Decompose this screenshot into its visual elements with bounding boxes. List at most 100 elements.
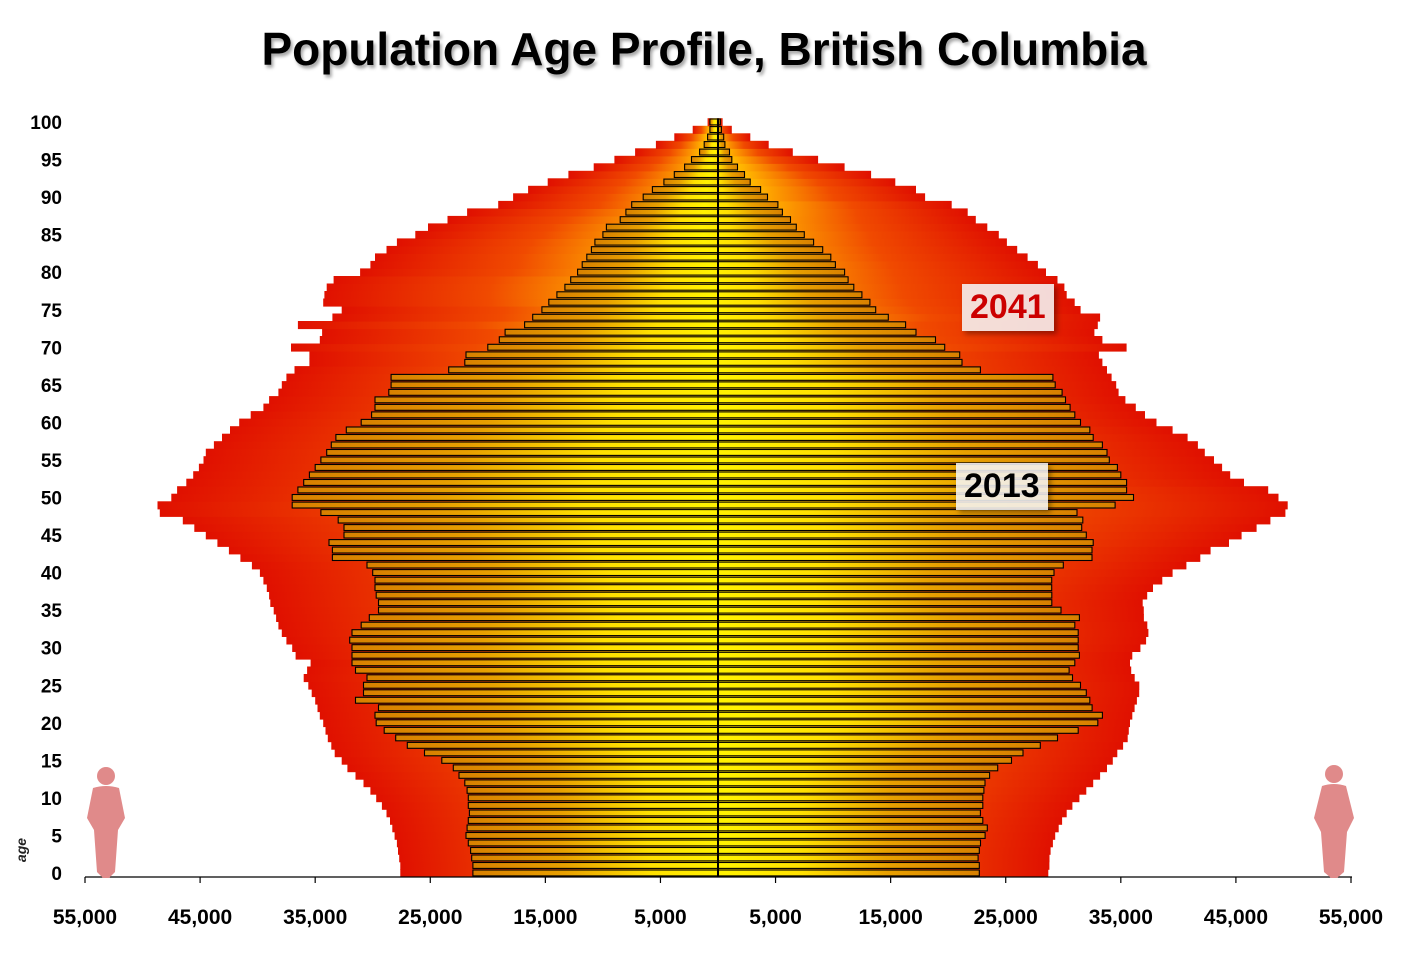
bar-2013-age-82 <box>586 253 832 261</box>
bar-2013-age-20 <box>375 719 1099 727</box>
y-tick-label: 90 <box>41 188 62 209</box>
x-tick-label: 45,000 <box>1204 906 1268 929</box>
bar-2013-age-44 <box>328 539 1094 547</box>
bar-2013-age-60 <box>360 418 1082 426</box>
female-person-icon <box>1314 765 1354 878</box>
bar-2013-age-93 <box>673 171 746 179</box>
bar-2013-age-22 <box>377 704 1093 712</box>
bar-2013-age-7 <box>467 816 984 824</box>
bar-2013-age-38 <box>374 584 1053 592</box>
bar-2013-age-86 <box>605 223 797 231</box>
x-tick-label: 45,000 <box>168 906 232 929</box>
bar-2013-age-94 <box>684 163 739 171</box>
bar-2013-age-9 <box>467 801 984 809</box>
bar-2013-age-80 <box>577 268 846 276</box>
bar-2013-age-56 <box>326 448 1108 456</box>
x-tick-label: 5,000 <box>634 906 687 929</box>
y-tick-label: 35 <box>41 601 63 622</box>
y-tick-label: 10 <box>41 789 62 810</box>
bar-2013-age-23 <box>354 696 1091 704</box>
y-axis-label: age <box>13 838 29 862</box>
y-tick-label: 95 <box>41 151 63 172</box>
bar-2013-age-34 <box>368 614 1080 622</box>
bar-2013-age-99 <box>709 126 722 134</box>
y-tick-label: 75 <box>41 301 63 322</box>
bar-2013-age-98 <box>707 133 725 141</box>
bar-2013-age-72 <box>504 328 917 336</box>
y-tick-label: 50 <box>41 489 62 510</box>
bar-2013-age-55 <box>320 456 1110 464</box>
bar-2013-age-0 <box>472 869 980 877</box>
bar-2013-age-13 <box>458 771 991 779</box>
y-tick-label: 45 <box>41 526 63 547</box>
bar-2013-age-78 <box>564 283 855 291</box>
bar-2013-age-90 <box>642 193 769 201</box>
bar-2013-age-30 <box>351 644 1079 652</box>
bar-2013-age-57 <box>330 441 1103 449</box>
bar-2013-age-67 <box>448 366 981 374</box>
bar-2013-age-95 <box>690 156 733 164</box>
x-tick-label: 25,000 <box>398 906 462 929</box>
y-tick-label: 70 <box>41 338 62 359</box>
bar-2013-age-8 <box>468 809 981 817</box>
bar-2013-age-27 <box>354 666 1070 674</box>
bar-2013-age-21 <box>374 711 1103 719</box>
bar-2013-age-63 <box>374 396 1067 404</box>
bar-2013-age-64 <box>388 388 1063 396</box>
bar-2013-age-46 <box>343 524 1083 532</box>
y-tick-label: 5 <box>51 827 62 848</box>
bar-2013-age-62 <box>374 403 1071 411</box>
bar-2013-age-42 <box>331 554 1093 562</box>
bar-2013-age-45 <box>343 531 1087 539</box>
bar-2013-age-51 <box>297 486 1128 494</box>
y-tick-labels: 0 5 10 15 20 25 30 35 40 45 50 55 60 65 70 75 80 85 90 95 10… <box>30 113 62 885</box>
bar-2013-age-96 <box>699 148 731 156</box>
bar-2013-age-18 <box>395 734 1059 742</box>
bar-2013-age-25 <box>362 681 1082 689</box>
bar-2013-age-54 <box>314 463 1118 471</box>
y-tick-label: 100 <box>30 113 62 134</box>
bar-2013-age-81 <box>581 261 836 269</box>
bar-2013-age-24 <box>362 689 1087 697</box>
x-tick-label: 55,000 <box>1319 906 1383 929</box>
bar-2013-age-28 <box>351 659 1076 667</box>
y-tick-label: 60 <box>41 413 62 434</box>
y-tick-label: 15 <box>41 751 63 772</box>
bar-2013-age-48 <box>320 509 1078 517</box>
y-tick-label: 55 <box>41 451 63 472</box>
bar-2013-age-52 <box>303 478 1128 486</box>
x-tick-label: 15,000 <box>859 906 923 929</box>
bar-2013-age-3 <box>470 846 980 854</box>
bar-2013-age-66 <box>390 373 1054 381</box>
bar-2013-age-26 <box>366 674 1074 682</box>
bar-2013-age-41 <box>366 561 1064 569</box>
bar-2013-age-97 <box>703 141 726 149</box>
chart-title: Population Age Profile, British Columbia <box>261 23 1147 75</box>
y-tick-label: 85 <box>41 226 63 247</box>
bar-2013-age-76 <box>548 298 871 306</box>
x-tick-labels: 55,000 45,000 35,000 25,000 15,000 5,000 5,000… <box>53 906 1383 929</box>
bar-2013-age-43 <box>331 546 1093 554</box>
bar-2013-age-5 <box>465 831 986 839</box>
x-tick-label: 55,000 <box>53 906 117 929</box>
bar-2013-age-32 <box>351 629 1079 637</box>
bar-2013-age-53 <box>308 471 1122 479</box>
bar-2013-age-84 <box>594 238 815 246</box>
x-tick-label: 35,000 <box>1089 906 1153 929</box>
bar-2013-age-65 <box>390 381 1056 389</box>
bar-2013-age-68 <box>464 358 963 366</box>
bar-2013-age-47 <box>337 516 1084 524</box>
bar-2013-age-92 <box>663 178 751 186</box>
x-tick-label: 5,000 <box>749 906 802 929</box>
bar-2013-age-50 <box>291 493 1135 501</box>
bar-2013-age-16 <box>423 749 1024 757</box>
series-2013 <box>291 118 1135 877</box>
series-label-2041: 2041 <box>962 284 1054 331</box>
bar-2013-age-77 <box>556 291 863 299</box>
y-tick-label: 40 <box>41 564 62 585</box>
bar-2013-age-73 <box>524 321 907 329</box>
bar-2013-age-31 <box>349 636 1079 644</box>
bar-2013-age-17 <box>406 741 1041 749</box>
bar-2013-age-14 <box>452 764 999 772</box>
bar-2013-age-35 <box>377 606 1062 614</box>
